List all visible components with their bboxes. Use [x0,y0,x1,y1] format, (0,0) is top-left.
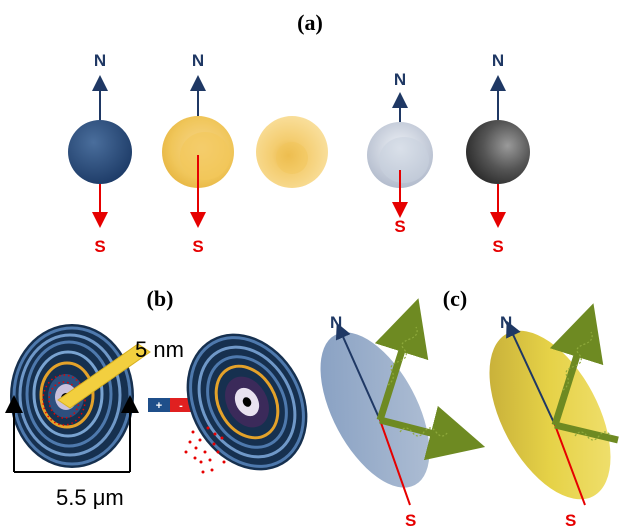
panel-a-label: (a) [297,10,323,35]
sphere-dark: N S [466,51,530,256]
south-label: S [565,511,576,528]
precessing-disk-blue: N S [320,298,486,528]
inner-size-label: 5 nm [135,337,184,362]
vortex-disk-right [186,333,308,471]
minus-sign: - [179,400,183,412]
plus-sign: + [156,400,162,412]
sphere-gold-magnetic: N S [162,51,234,256]
north-label: N [500,313,512,332]
polarity-indicator: + - [148,398,192,412]
panel-b-label: (b) [147,286,174,311]
north-label: N [94,51,106,70]
south-label: S [192,237,203,256]
north-label: N [192,51,204,70]
outer-size-label: 5.5 μm [56,485,124,510]
sphere-blue: N S [68,51,132,256]
north-label: N [394,70,406,89]
south-label: S [405,511,416,528]
precessing-disk-gold: N S [489,303,619,528]
panel-c-label: (c) [443,286,467,311]
south-label: S [394,217,405,236]
zoom-pointer [57,343,151,409]
north-label: N [330,313,342,332]
dimension-bracket [5,395,139,473]
south-label: S [94,237,105,256]
sphere-gold-nonmagnetic [256,116,328,188]
sphere-silver: N S [367,70,433,236]
south-label: S [492,237,503,256]
electron-dots [184,426,226,474]
north-label: N [492,51,504,70]
